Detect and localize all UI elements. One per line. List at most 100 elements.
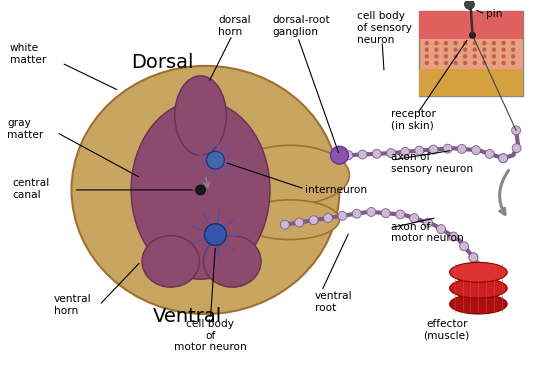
Circle shape (463, 54, 468, 58)
Circle shape (372, 149, 381, 158)
Circle shape (437, 224, 446, 234)
Circle shape (425, 54, 429, 58)
Circle shape (499, 154, 508, 163)
Circle shape (196, 185, 205, 195)
Ellipse shape (449, 278, 507, 298)
Circle shape (280, 220, 289, 229)
Ellipse shape (240, 200, 339, 239)
Circle shape (444, 41, 448, 45)
Circle shape (511, 41, 515, 45)
Circle shape (366, 207, 376, 216)
Circle shape (444, 61, 448, 65)
Circle shape (463, 61, 468, 65)
Ellipse shape (131, 101, 270, 279)
Circle shape (358, 150, 367, 159)
Circle shape (434, 54, 439, 58)
Circle shape (453, 41, 458, 45)
Circle shape (401, 147, 410, 156)
Ellipse shape (72, 66, 339, 314)
Circle shape (471, 146, 480, 154)
Circle shape (309, 216, 318, 225)
Circle shape (463, 41, 468, 45)
Circle shape (425, 41, 429, 45)
Text: ventral
horn: ventral horn (54, 294, 91, 316)
Circle shape (492, 61, 496, 65)
Circle shape (512, 144, 521, 153)
Circle shape (457, 145, 467, 153)
Circle shape (501, 41, 506, 45)
Circle shape (469, 253, 478, 262)
Circle shape (472, 47, 477, 52)
Circle shape (453, 61, 458, 65)
Circle shape (344, 151, 353, 160)
Ellipse shape (175, 76, 226, 155)
FancyBboxPatch shape (419, 11, 523, 96)
Circle shape (415, 146, 424, 155)
Circle shape (469, 253, 478, 262)
Circle shape (425, 47, 429, 52)
Circle shape (381, 209, 390, 218)
Circle shape (499, 154, 508, 163)
Circle shape (511, 61, 515, 65)
Circle shape (204, 224, 226, 246)
Circle shape (511, 54, 515, 58)
Text: axon of
sensory neuron: axon of sensory neuron (391, 152, 473, 174)
Text: receptor
(in skin): receptor (in skin) (391, 108, 436, 130)
Circle shape (453, 54, 458, 58)
Circle shape (460, 242, 469, 251)
Text: interneuron: interneuron (305, 185, 367, 195)
Circle shape (511, 47, 515, 52)
Circle shape (434, 47, 439, 52)
Circle shape (425, 61, 429, 65)
Circle shape (492, 41, 496, 45)
Text: dorsal
horn: dorsal horn (218, 15, 251, 37)
Circle shape (331, 146, 348, 164)
Text: effector
(muscle): effector (muscle) (424, 319, 470, 341)
Text: gray
matter: gray matter (7, 119, 43, 140)
Text: cell body
of
motor neuron: cell body of motor neuron (174, 319, 247, 352)
Circle shape (472, 61, 477, 65)
Circle shape (396, 210, 404, 219)
Circle shape (443, 144, 452, 153)
Circle shape (295, 218, 304, 227)
Circle shape (444, 47, 448, 52)
Circle shape (511, 126, 521, 135)
Text: pin: pin (486, 9, 503, 19)
Circle shape (492, 47, 496, 52)
Text: ventral
root: ventral root (315, 291, 352, 313)
Circle shape (410, 214, 419, 223)
Circle shape (482, 41, 486, 45)
Circle shape (472, 54, 477, 58)
Ellipse shape (142, 235, 200, 287)
Circle shape (464, 0, 475, 9)
Circle shape (501, 54, 506, 58)
Circle shape (434, 41, 439, 45)
Text: axon of
motor neuron: axon of motor neuron (391, 222, 464, 243)
Circle shape (424, 218, 432, 227)
Circle shape (463, 47, 468, 52)
Circle shape (472, 41, 477, 45)
Circle shape (207, 151, 224, 169)
Circle shape (482, 54, 486, 58)
Circle shape (501, 47, 506, 52)
Text: Dorsal: Dorsal (132, 53, 194, 72)
Circle shape (324, 214, 332, 222)
Circle shape (485, 149, 494, 158)
Ellipse shape (203, 235, 261, 287)
Ellipse shape (449, 262, 507, 282)
FancyBboxPatch shape (419, 69, 523, 96)
Text: dorsal-root
ganglion: dorsal-root ganglion (272, 15, 330, 37)
Ellipse shape (230, 145, 349, 205)
FancyBboxPatch shape (419, 11, 523, 39)
Ellipse shape (449, 294, 507, 314)
Circle shape (482, 47, 486, 52)
Circle shape (434, 61, 439, 65)
Circle shape (338, 211, 347, 220)
Circle shape (475, 271, 484, 280)
Circle shape (429, 145, 438, 154)
Circle shape (449, 232, 458, 241)
Text: cell body
of sensory
neuron: cell body of sensory neuron (357, 11, 412, 45)
Circle shape (492, 54, 496, 58)
Text: white
matter: white matter (10, 43, 46, 65)
Circle shape (453, 47, 458, 52)
